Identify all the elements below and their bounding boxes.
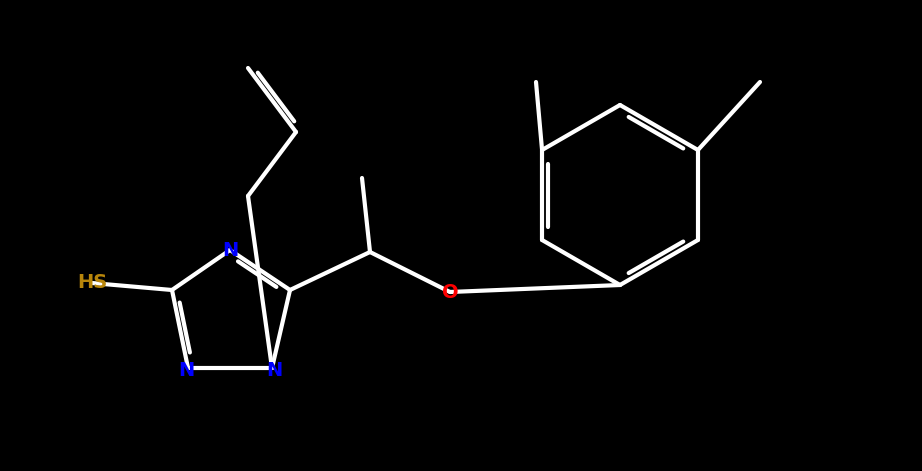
Text: N: N [222,241,238,260]
Text: HS: HS [77,274,107,292]
Text: O: O [442,283,458,301]
Text: N: N [178,360,195,380]
Text: N: N [266,360,282,380]
